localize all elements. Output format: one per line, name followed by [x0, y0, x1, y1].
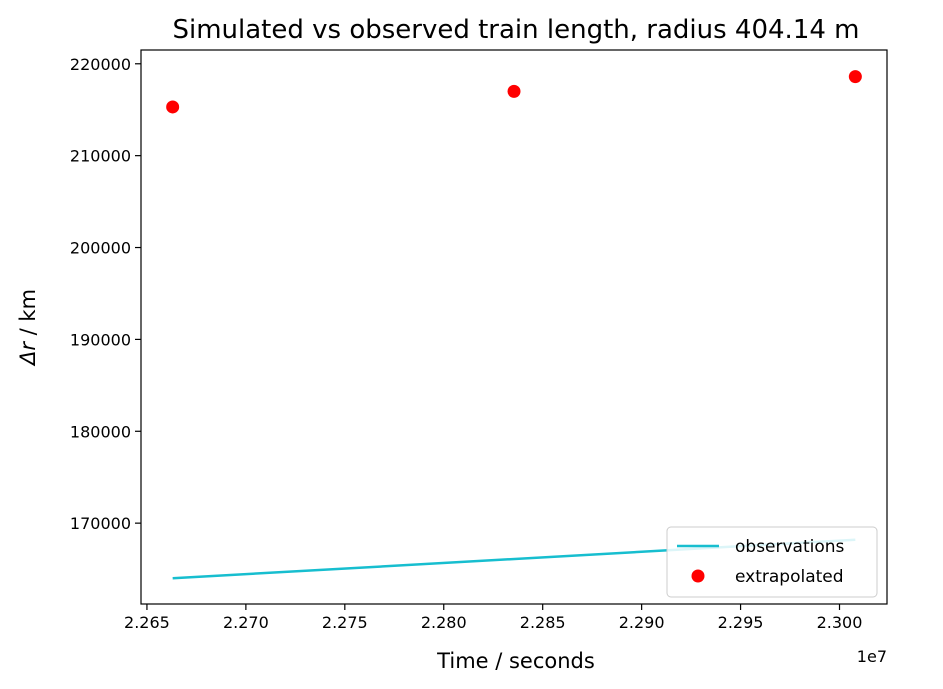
x-axis-label: Time / seconds: [436, 649, 595, 673]
x-tick-label: 2.270: [223, 613, 269, 632]
y-tick-label: 170000: [70, 514, 131, 533]
legend: observations extrapolated: [666, 526, 878, 598]
y-axis-label: Δr / km: [16, 289, 40, 367]
chart-title: Simulated vs observed train length, radi…: [172, 15, 859, 45]
x-axis: 2.265 2.270 2.275 2.280 2.285 2.290 2.295 2.300: [124, 604, 862, 632]
data-point-extrapolated: [166, 100, 180, 114]
legend-box: [666, 526, 878, 598]
x-tick-label: 2.290: [619, 613, 665, 632]
x-tick-label: 2.275: [322, 613, 368, 632]
x-scale-note: 1e7: [857, 647, 887, 666]
x-tick-label: 2.280: [421, 613, 467, 632]
legend-label-extrapolated: extrapolated: [735, 567, 844, 587]
plot-frame: [140, 49, 888, 605]
y-tick-label: 180000: [70, 422, 131, 441]
y-tick-label: 210000: [70, 147, 131, 166]
x-tick-label: 2.265: [124, 613, 170, 632]
data-point-extrapolated: [507, 84, 521, 98]
legend-swatch-extrapolated: [691, 569, 705, 583]
data-point-extrapolated: [848, 70, 862, 84]
y-axis: 170000 180000 190000 200000 210000 220000: [70, 55, 141, 533]
x-tick-label: 2.300: [817, 613, 863, 632]
y-tick-label: 200000: [70, 239, 131, 258]
y-axis-label-unit: / km: [16, 289, 40, 342]
series-layer: [166, 70, 862, 580]
x-tick-label: 2.295: [718, 613, 764, 632]
y-tick-label: 220000: [70, 55, 131, 74]
y-tick-label: 190000: [70, 330, 131, 349]
legend-label-observations: observations: [735, 537, 845, 557]
x-tick-label: 2.285: [520, 613, 566, 632]
y-axis-label-symbol: Δr: [16, 341, 40, 367]
